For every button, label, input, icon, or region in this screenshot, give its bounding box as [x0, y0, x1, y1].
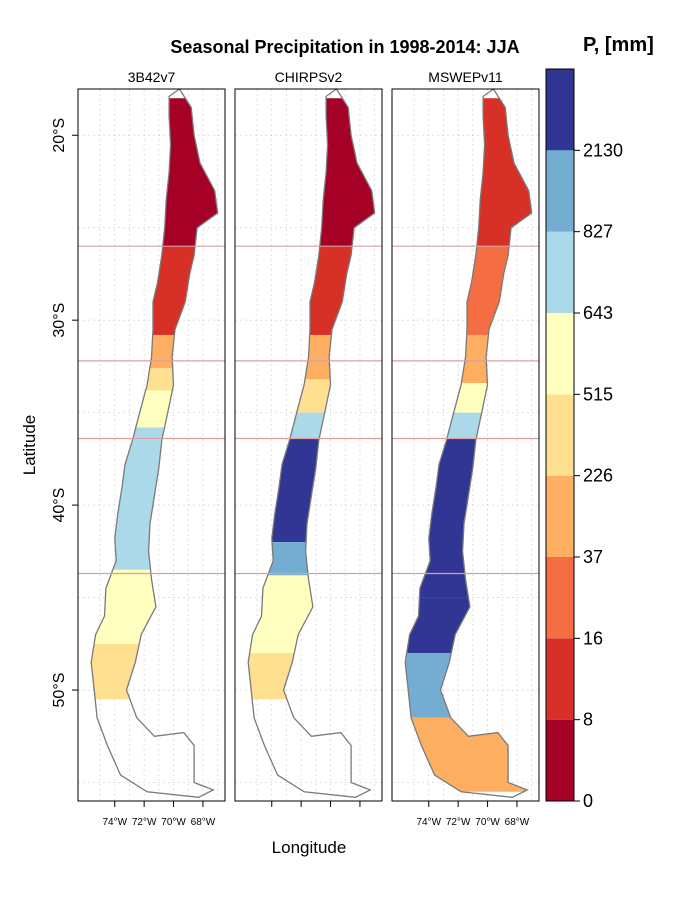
- y-tick-label: 50°S: [51, 673, 68, 708]
- panel-mswepv11: MSWEPv11 74°W 72°W 70°W 68°W: [391, 69, 540, 828]
- x-tick-label: 74°W: [102, 817, 127, 828]
- x-axis-label: Longitude: [272, 838, 347, 857]
- colorbar-swatch: [546, 231, 574, 313]
- country-outline: [90, 88, 219, 798]
- precip-band: [405, 383, 532, 413]
- panel-chirpsv2: CHIRPSv2: [234, 69, 383, 807]
- x-tick-label: 68°W: [505, 817, 530, 828]
- panel-strip-label: CHIRPSv2: [275, 69, 343, 85]
- y-axis-label: Latitude: [20, 415, 39, 476]
- x-tick-label: 68°W: [191, 817, 216, 828]
- x-tick-label: 72°W: [132, 817, 157, 828]
- panel-3b42v7: 3B42v7 74°W 72°W 70°W 68°W: [77, 69, 226, 828]
- y-tick-label: 30°S: [51, 303, 68, 338]
- panel-strip-label: 3B42v7: [128, 69, 176, 85]
- x-tick-label: 72°W: [446, 817, 471, 828]
- chart-title: Seasonal Precipitation in 1998-2014: JJA: [170, 37, 519, 57]
- country-outline: [404, 88, 533, 798]
- colorbar-swatch: [546, 557, 574, 639]
- panel-strip-label: MSWEPv11: [428, 69, 503, 85]
- map-panels: 3B42v7 74°W 72°W 70°W 68°W CHIRPSv2 MSWEPv11 74…: [77, 69, 540, 828]
- x-tick-label: 70°W: [475, 817, 500, 828]
- colorbar-label: 37: [583, 547, 603, 567]
- colorbar-label: 2130: [583, 140, 623, 160]
- x-tick-label: 74°W: [416, 817, 441, 828]
- x-tick-label: 70°W: [161, 817, 186, 828]
- y-tick-label: 20°S: [51, 118, 68, 153]
- colorbar-label: 0: [583, 791, 593, 811]
- colorbar-label: 226: [583, 466, 613, 486]
- colorbar-swatch: [546, 719, 574, 801]
- panel-frame: [77, 88, 226, 802]
- colorbar-label: 643: [583, 303, 613, 323]
- colorbar-swatch: [546, 475, 574, 557]
- colorbar-swatch: [546, 150, 574, 232]
- colorbar-label: 8: [583, 710, 593, 730]
- colorbar-label: 16: [583, 628, 603, 648]
- panel-frame: [391, 88, 540, 802]
- colorbar-swatch: [546, 313, 574, 395]
- colorbar-label: 515: [583, 384, 613, 404]
- y-tick-label: 40°S: [51, 488, 68, 523]
- colorbar-label: 827: [583, 222, 613, 242]
- colorbar-frame: [545, 68, 575, 802]
- country-outline: [247, 88, 376, 798]
- panel-frame: [234, 88, 383, 802]
- precip-band: [91, 427, 218, 469]
- y-axis: 20°S 30°S 40°S 50°S: [51, 118, 78, 708]
- colorbar: 0 8 16 37 226 515 643 827 2130: [545, 68, 623, 811]
- colorbar-title: P, [mm]: [583, 34, 654, 56]
- colorbar-swatch: [546, 394, 574, 476]
- colorbar-swatch: [546, 638, 574, 720]
- colorbar-swatch: [546, 69, 574, 151]
